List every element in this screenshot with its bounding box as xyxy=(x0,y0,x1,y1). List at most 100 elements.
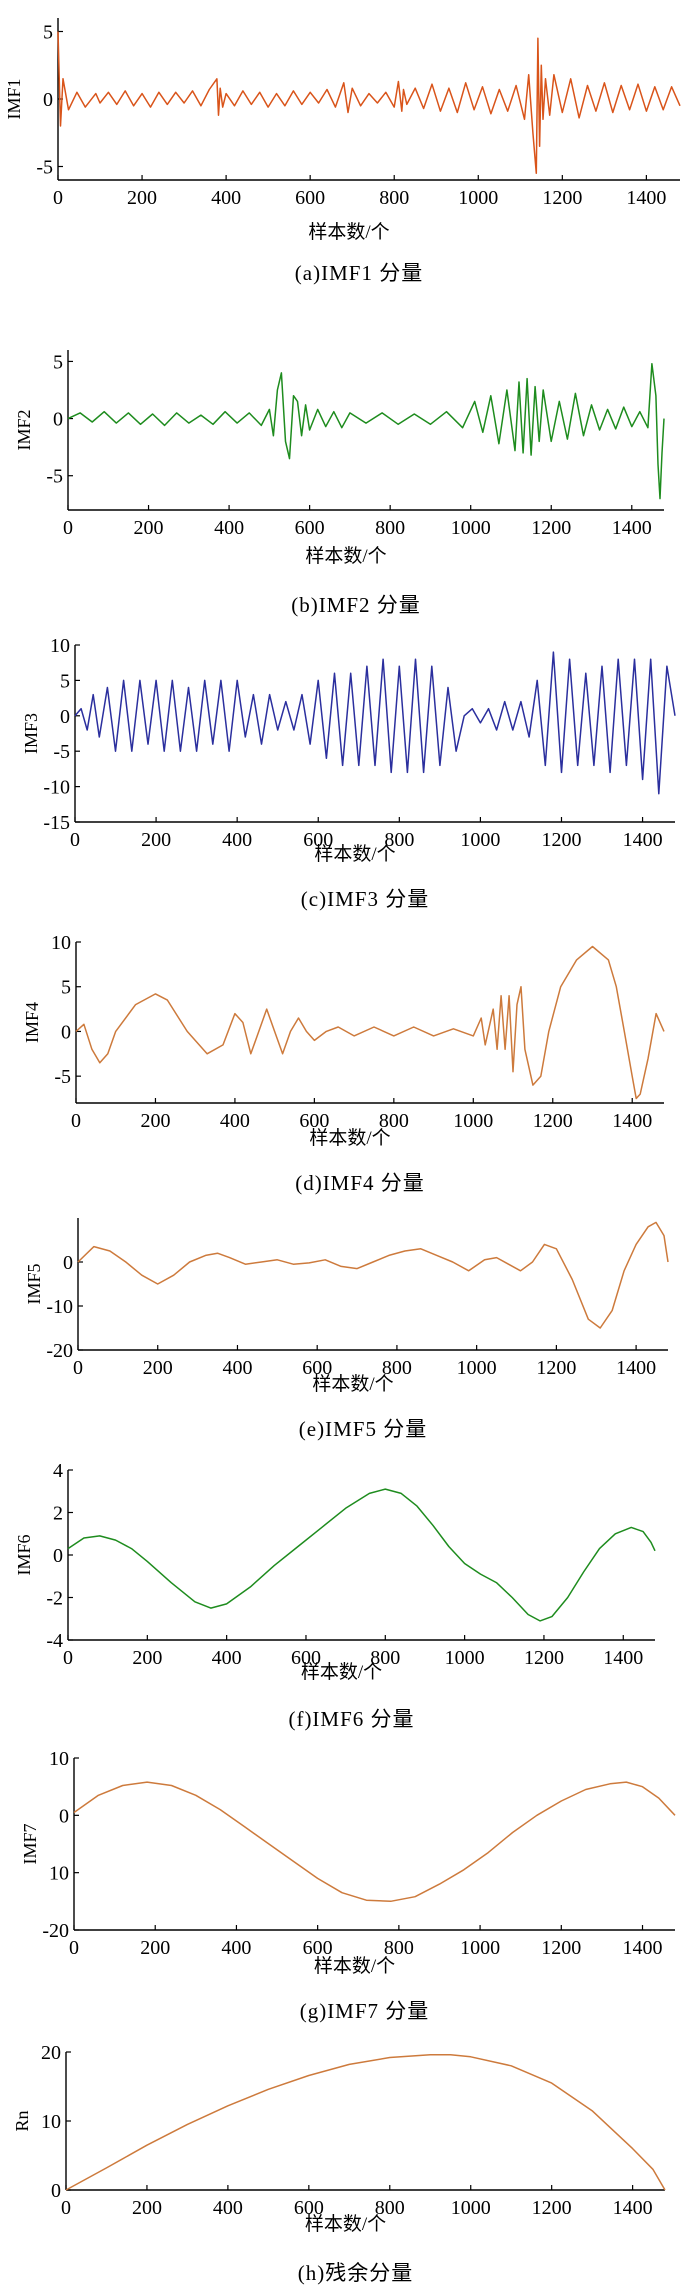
y-axis-label: IMF7 xyxy=(20,1823,40,1864)
x-tick-label: 1400 xyxy=(626,187,666,209)
x-tick-label: 200 xyxy=(132,2197,162,2219)
chart-caption: (e)IMF5 分量 xyxy=(299,1417,427,1441)
x-axis-label: 样本数/个 xyxy=(308,221,389,243)
y-tick-label: 5 xyxy=(60,670,70,692)
x-tick-label: 800 xyxy=(379,187,409,209)
y-tick-label: 0 xyxy=(63,1252,73,1274)
y-tick-label: 10 xyxy=(49,1748,69,1770)
x-tick-label: 1000 xyxy=(445,1647,485,1669)
x-tick-label: 0 xyxy=(63,517,73,539)
chart-panel-3: 0 200 400 600 800 1000 1200 1400 -15 -10 -5 0 5 10 IMF… xyxy=(21,635,676,911)
x-tick-label: 800 xyxy=(384,1937,414,1959)
x-tick-label: 1200 xyxy=(541,829,581,851)
x-tick-label: 400 xyxy=(220,1110,250,1132)
x-axis-label: 样本数/个 xyxy=(312,1373,393,1395)
x-tick-label: 400 xyxy=(221,1937,251,1959)
x-tick-label: 1400 xyxy=(623,829,663,851)
x-tick-label: 1400 xyxy=(623,1937,663,1959)
x-tick-label: 0 xyxy=(53,187,63,209)
chart-caption: (f)IMF6 分量 xyxy=(288,1707,414,1731)
x-tick-label: 200 xyxy=(132,1647,162,1669)
x-tick-label: 1000 xyxy=(460,829,500,851)
x-tick-label: 1200 xyxy=(536,1357,576,1379)
y-tick-label: -10 xyxy=(46,1296,73,1318)
x-tick-label: 800 xyxy=(379,1110,409,1132)
x-tick-label: 0 xyxy=(71,1110,81,1132)
y-axis-label: IMF4 xyxy=(22,1002,42,1043)
chart-caption: (g)IMF7 分量 xyxy=(300,1999,430,2023)
x-tick-label: 400 xyxy=(211,187,241,209)
y-tick-label: -15 xyxy=(43,812,70,834)
y-tick-label: -5 xyxy=(36,157,53,179)
x-tick-label: 0 xyxy=(61,2197,71,2219)
x-tick-label: 1200 xyxy=(533,1110,573,1132)
x-tick-label: 600 xyxy=(295,517,325,539)
y-tick-label: 10 xyxy=(51,932,71,954)
x-tick-label: 1400 xyxy=(616,1357,656,1379)
y-tick-label: 5 xyxy=(61,977,71,999)
x-tick-label: 400 xyxy=(214,517,244,539)
x-tick-label: 0 xyxy=(63,1647,73,1669)
y-tick-label: 5 xyxy=(53,351,63,373)
chart-panel-1: 0 200 400 600 800 1000 1200 1400-505IMF1样本数/个(a… xyxy=(4,18,681,285)
y-axis-label: Rn xyxy=(12,2110,32,2131)
y-tick-label: 2 xyxy=(53,1503,63,1525)
x-tick-label: 1400 xyxy=(612,517,652,539)
y-tick-label: -2 xyxy=(46,1588,63,1610)
x-tick-label: 1000 xyxy=(458,187,498,209)
y-tick-label: 4 xyxy=(53,1460,63,1482)
x-tick-label: 600 xyxy=(299,1110,329,1132)
y-axis-label: IMF1 xyxy=(4,78,24,119)
y-tick-label: 20 xyxy=(41,2042,61,2064)
x-tick-label: 200 xyxy=(143,1357,173,1379)
x-tick-label: 400 xyxy=(222,829,252,851)
chart-caption: (a)IMF1 分量 xyxy=(295,261,423,285)
series-line-1 xyxy=(75,945,665,1100)
chart-caption: (d)IMF4 分量 xyxy=(295,1171,425,1195)
chart-panel-2: 0 200 400 600 800 1000 1200 1400 -5 0 5 IMF2 样本数/个 (b… xyxy=(14,350,665,617)
y-tick-label: 5 xyxy=(43,22,53,44)
chart-caption: (b)IMF2 分量 xyxy=(291,593,421,617)
x-tick-label: 600 xyxy=(295,187,325,209)
x-axis-label: 样本数/个 xyxy=(305,545,386,567)
y-axis-label: IMF5 xyxy=(24,1263,44,1304)
x-tick-label: 600 xyxy=(303,1937,333,1959)
y-tick-label: 0 xyxy=(43,89,53,111)
x-tick-label: 800 xyxy=(375,517,405,539)
series-line-1 xyxy=(67,362,665,500)
y-tick-label: -10 xyxy=(43,777,70,799)
x-tick-label: 600 xyxy=(291,1647,321,1669)
x-tick-label: 1400 xyxy=(613,2197,653,2219)
x-axis-label: 样本数/个 xyxy=(314,843,395,865)
x-tick-label: 800 xyxy=(370,1647,400,1669)
chart-panel-6: 0 200 400 600 800 1000 1200 1400 -4 -2 0 2 4 IMF6 样本数/… xyxy=(14,1460,656,1731)
x-tick-label: 200 xyxy=(141,829,171,851)
x-tick-label: 1000 xyxy=(451,517,491,539)
y-axis-label: IMF6 xyxy=(14,1534,34,1575)
x-tick-label: 1400 xyxy=(603,1647,643,1669)
y-tick-label: 0 xyxy=(51,2180,61,2202)
y-tick-label: -5 xyxy=(54,1066,71,1088)
chart-panel-7: 0 200 400 600 800 1000 1200 1400 -20 10 0 10 IMF7 样本数… xyxy=(20,1748,676,2023)
x-tick-label: 1200 xyxy=(532,2197,572,2219)
y-tick-label: 0 xyxy=(60,706,70,728)
chart-panel-5: 0 200 400 600 800 1000 1200 1400 -20 -10 0 IMF5 样本数/… xyxy=(24,1218,669,1441)
x-tick-label: 400 xyxy=(213,2197,243,2219)
y-tick-label: 10 xyxy=(50,635,70,657)
y-axis-label: IMF2 xyxy=(14,409,34,450)
x-tick-label: 1200 xyxy=(541,1937,581,1959)
x-tick-label: 0 xyxy=(69,1937,79,1959)
y-axis-label: IMF3 xyxy=(21,713,41,754)
x-axis-label: 样本数/个 xyxy=(309,1127,390,1149)
x-tick-label: 600 xyxy=(303,829,333,851)
x-tick-label: 800 xyxy=(375,2197,405,2219)
x-tick-label: 0 xyxy=(70,829,80,851)
x-tick-label: 400 xyxy=(222,1357,252,1379)
y-tick-label: 0 xyxy=(53,409,63,431)
x-tick-label: 1000 xyxy=(460,1937,500,1959)
series-line-1 xyxy=(77,1221,669,1329)
x-tick-label: 0 xyxy=(73,1357,83,1379)
x-tick-label: 200 xyxy=(127,187,157,209)
x-tick-label: 800 xyxy=(384,829,414,851)
y-tick-label: 0 xyxy=(61,1021,71,1043)
